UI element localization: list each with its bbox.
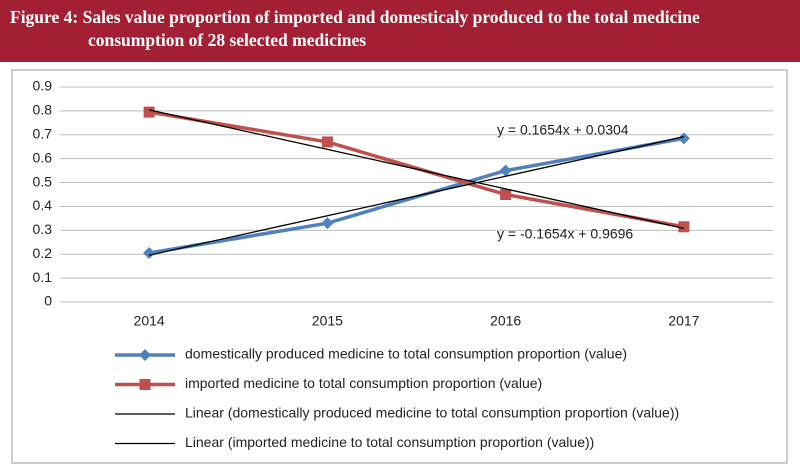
y-tick-label: 0 [44, 293, 52, 309]
point [678, 221, 690, 233]
chart-border [11, 69, 788, 464]
y-tick-label: 0.4 [33, 197, 53, 213]
y-tick-label: 0.3 [33, 221, 53, 237]
x-tick-label: 2017 [668, 313, 699, 329]
point [677, 132, 690, 145]
y-tick-label: 0.9 [33, 78, 53, 94]
series-line [148, 110, 685, 229]
header: Figure 4: Sales value proportion of impo… [0, 0, 800, 62]
y-tick-label: 0.5 [33, 173, 53, 189]
trend-line [148, 109, 685, 230]
y-tick-label: 0.2 [33, 245, 53, 261]
legend-marker [139, 379, 151, 390]
trend-equation: y = 0.1654x + 0.0304 [497, 122, 629, 138]
legend-label: Linear (domestically produced medicine t… [185, 405, 679, 421]
point [143, 247, 156, 260]
legend-label: imported medicine to total consumption p… [185, 375, 542, 391]
trend-equation: y = -0.1654x + 0.9696 [497, 226, 633, 242]
x-tick-label: 2015 [312, 313, 343, 329]
point [321, 217, 334, 230]
point [321, 136, 333, 148]
y-tick-label: 0.1 [33, 269, 53, 285]
legend-label: Linear (imported medicine to total consu… [185, 434, 594, 450]
y-tick-label: 0.6 [33, 149, 53, 165]
point [143, 106, 155, 118]
legend-marker [139, 349, 151, 361]
legend-label: domestically produced medicine to total … [185, 346, 627, 362]
trend-line [148, 136, 685, 256]
x-tick-label: 2014 [134, 313, 165, 329]
y-tick-label: 0.8 [33, 102, 53, 118]
point [500, 189, 512, 200]
point [499, 164, 512, 177]
chart-title: Figure 4: Sales value proportion of impo… [10, 7, 700, 50]
y-tick-label: 0.7 [33, 125, 53, 141]
series-line [148, 136, 685, 255]
x-tick-label: 2016 [490, 313, 521, 329]
